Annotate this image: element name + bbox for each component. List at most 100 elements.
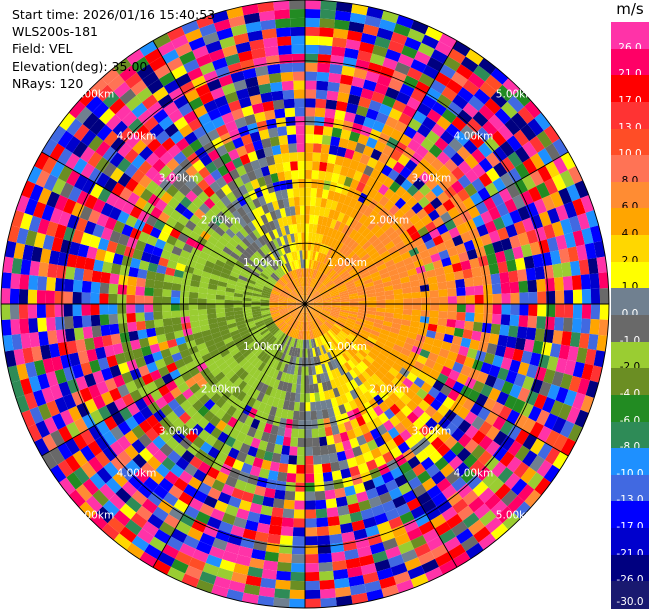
velocity-gate <box>382 176 395 189</box>
velocity-gate <box>37 403 52 421</box>
velocity-gate <box>198 251 210 261</box>
velocity-gate <box>144 278 155 289</box>
velocity-gate <box>121 341 133 353</box>
velocity-gate <box>211 268 222 277</box>
velocity-gate <box>73 123 90 142</box>
velocity-gate <box>338 459 349 471</box>
velocity-gate <box>132 347 144 360</box>
velocity-gate <box>37 317 48 333</box>
velocity-gate <box>333 240 341 250</box>
velocity-gate <box>426 484 442 499</box>
velocity-gate <box>140 188 154 202</box>
velocity-gate <box>305 304 314 307</box>
velocity-gate <box>38 331 49 346</box>
velocity-gate <box>260 305 270 309</box>
velocity-gate <box>348 369 358 379</box>
velocity-gate <box>214 188 227 200</box>
velocity-gate <box>574 409 589 428</box>
velocity-gate <box>295 125 305 135</box>
velocity-gate <box>81 315 92 328</box>
velocity-gate <box>249 557 265 569</box>
velocity-gate <box>206 466 220 480</box>
velocity-gate <box>222 379 234 391</box>
velocity-gate <box>223 336 234 345</box>
velocity-gate <box>218 74 234 87</box>
velocity-gate <box>330 369 338 380</box>
velocity-gate <box>366 6 384 19</box>
velocity-gate <box>364 281 375 288</box>
velocity-gate <box>495 250 507 264</box>
velocity-gate <box>256 476 268 488</box>
velocity-gate <box>312 455 322 465</box>
velocity-gate <box>353 396 364 408</box>
velocity-gate <box>421 34 439 50</box>
velocity-gate <box>126 359 139 372</box>
velocity-gate <box>260 383 269 394</box>
velocity-gate <box>159 151 174 165</box>
velocity-gate <box>492 415 507 431</box>
velocity-gate <box>275 579 291 590</box>
velocity-gate <box>260 307 270 311</box>
velocity-gate <box>249 94 263 106</box>
velocity-gate <box>310 269 315 279</box>
velocity-gate <box>388 487 403 501</box>
velocity-gate <box>266 279 276 287</box>
velocity-gate <box>228 495 242 509</box>
velocity-gate <box>217 491 232 505</box>
velocity-gate <box>82 112 100 130</box>
velocity-gate <box>73 174 89 191</box>
velocity-gate <box>35 170 51 188</box>
velocity-gate <box>338 137 349 149</box>
velocity-gate <box>214 408 227 420</box>
velocity-gate <box>215 259 226 268</box>
velocity-gate <box>346 284 357 291</box>
velocity-gate <box>263 193 272 204</box>
velocity-gate <box>406 171 419 185</box>
velocity-gate <box>286 382 293 393</box>
velocity-gate <box>314 392 321 402</box>
velocity-gate <box>203 372 215 383</box>
velocity-gate <box>288 295 298 301</box>
velocity-gate <box>485 167 500 183</box>
velocity-gate <box>376 295 386 301</box>
velocity-gate <box>343 324 353 331</box>
velocity-gate <box>311 320 316 330</box>
range-ring-label: 3.00km <box>412 173 452 185</box>
velocity-gate <box>366 156 379 169</box>
velocity-gate <box>172 164 186 178</box>
velocity-gate <box>384 259 395 268</box>
velocity-gate <box>430 398 443 411</box>
velocity-gate <box>314 107 326 118</box>
velocity-gate <box>290 328 296 338</box>
velocity-gate <box>260 224 269 235</box>
velocity-gate <box>334 487 346 499</box>
velocity-gate <box>521 174 537 191</box>
velocity-gate <box>335 100 348 112</box>
velocity-gate <box>75 106 93 124</box>
velocity-gate <box>449 254 461 265</box>
velocity-gate <box>140 406 154 420</box>
velocity-gate <box>581 289 592 304</box>
velocity-gate <box>165 171 179 185</box>
velocity-gate <box>298 259 302 269</box>
velocity-gate <box>334 10 352 22</box>
velocity-gate <box>365 176 377 188</box>
velocity-gate <box>550 400 564 417</box>
velocity-gate <box>292 187 300 198</box>
velocity-gate <box>457 505 474 522</box>
velocity-gate <box>216 312 226 318</box>
velocity-gate <box>252 313 262 318</box>
velocity-gate <box>218 221 230 233</box>
velocity-gate <box>208 278 219 286</box>
velocity-gate <box>293 338 298 348</box>
velocity-gate <box>189 455 203 469</box>
velocity-gate <box>264 365 273 376</box>
velocity-gate <box>261 270 271 278</box>
velocity-gate <box>235 354 246 364</box>
velocity-gate <box>65 135 81 154</box>
velocity-gate <box>236 390 247 402</box>
velocity-gate <box>240 423 251 435</box>
velocity-gate <box>331 46 346 57</box>
velocity-gate <box>309 348 314 358</box>
velocity-gate <box>529 241 542 256</box>
